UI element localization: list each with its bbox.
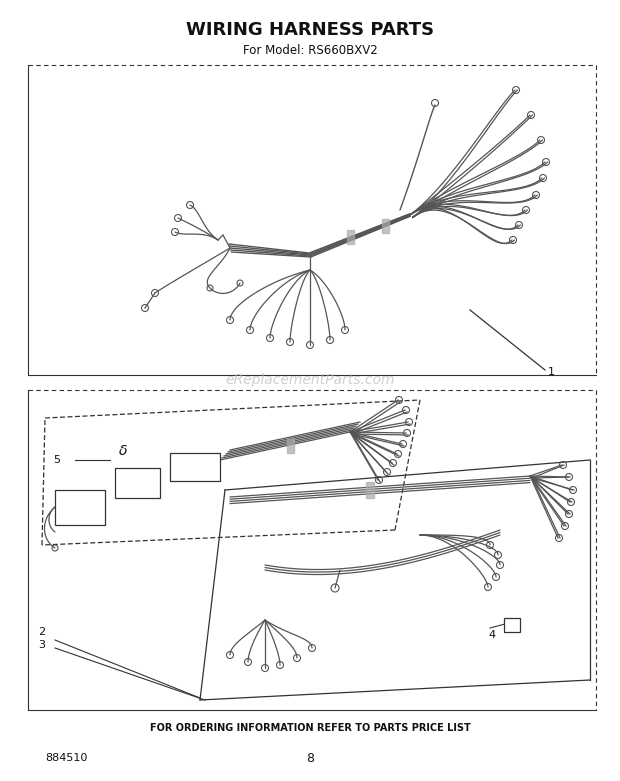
Bar	[504, 618, 520, 632]
Bar	[286, 439, 293, 453]
Text: 884510: 884510	[45, 753, 87, 763]
Bar	[170, 453, 220, 481]
Text: WIRING HARNESS PARTS: WIRING HARNESS PARTS	[186, 21, 434, 39]
Text: 4: 4	[489, 630, 495, 640]
Text: 2: 2	[38, 627, 45, 637]
Text: $\delta$: $\delta$	[118, 444, 128, 458]
Text: For Model: RS660BXV2: For Model: RS660BXV2	[242, 44, 378, 56]
Text: 3: 3	[38, 640, 45, 650]
Text: eReplacementParts.com: eReplacementParts.com	[225, 373, 395, 387]
Bar	[115, 468, 160, 498]
Bar	[347, 230, 353, 244]
Text: 1: 1	[548, 367, 555, 377]
Text: FOR ORDERING INFORMATION REFER TO PARTS PRICE LIST: FOR ORDERING INFORMATION REFER TO PARTS …	[149, 723, 471, 733]
Bar	[366, 482, 374, 498]
Text: 8: 8	[306, 751, 314, 765]
Bar	[55, 490, 105, 525]
Bar	[381, 219, 389, 233]
Text: 5: 5	[53, 455, 60, 465]
